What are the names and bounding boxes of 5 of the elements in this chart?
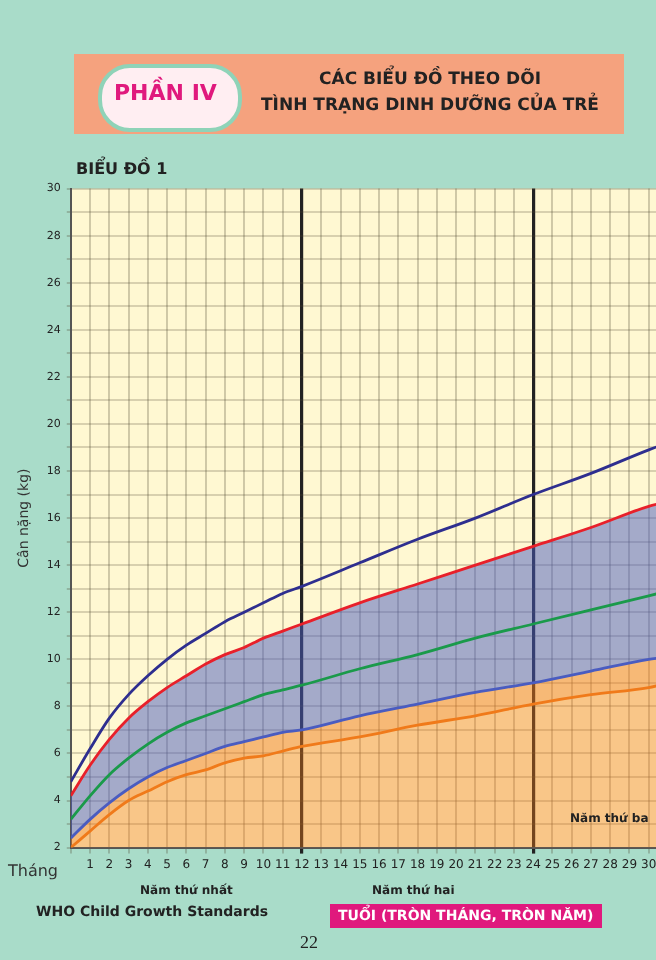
text: Tháng: [8, 862, 59, 880]
chart-subtitle: PHẦN IV: [114, 80, 217, 106]
text: 22: [300, 932, 318, 952]
chart-title: CÁC BIỂU ĐỒ THEO DÕI TÌNH TRẠNG DINH DƯỠNG CỦA TRẺ: [259, 68, 601, 120]
text: BIỂU ĐỒ 1: [76, 160, 168, 178]
